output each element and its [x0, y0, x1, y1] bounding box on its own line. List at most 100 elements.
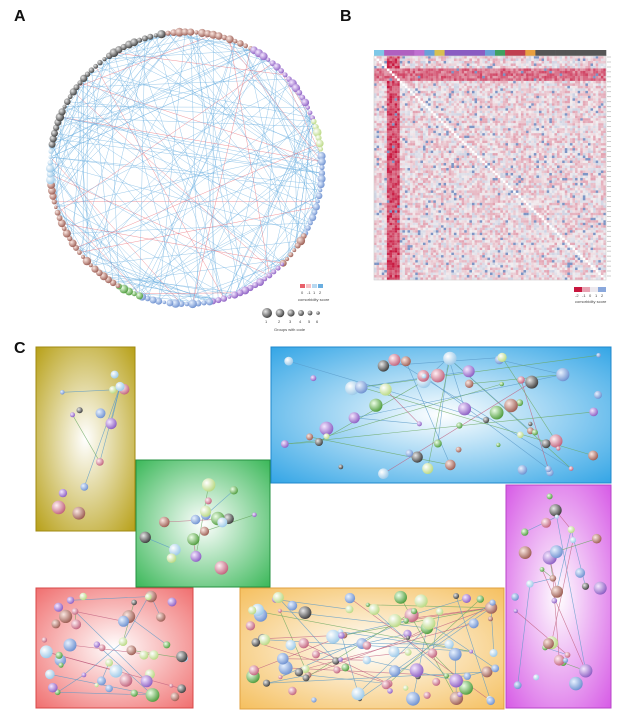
heatmap-cell	[389, 158, 393, 161]
heatmap-cell	[459, 133, 462, 136]
heatmap-cell	[518, 125, 522, 129]
heatmap-cell	[402, 133, 406, 136]
heatmap-cell	[541, 56, 545, 59]
heatmap-cell	[477, 73, 480, 77]
heatmap-cell	[590, 78, 594, 81]
negative-edge	[192, 79, 290, 304]
heatmap-cell	[435, 165, 439, 169]
heatmap-cell	[420, 155, 424, 159]
heatmap-cell	[410, 120, 413, 124]
heatmap-cell	[577, 93, 581, 96]
negative-edge	[55, 111, 63, 208]
heatmap-cell	[497, 65, 501, 69]
heatmap-cell	[569, 65, 573, 69]
heatmap-cell	[456, 83, 460, 86]
heatmap-cell	[520, 83, 524, 86]
ring-node	[56, 215, 63, 222]
heatmap-cell	[538, 75, 542, 79]
heatmap-cell	[510, 118, 514, 121]
heatmap-cell	[572, 177, 576, 181]
heatmap-cell	[402, 135, 406, 139]
heatmap-cell	[402, 75, 406, 79]
heatmap-cell	[546, 120, 550, 124]
heatmap-cell	[448, 115, 452, 119]
heatmap-cell	[510, 145, 514, 149]
heatmap-cell	[446, 108, 449, 111]
heatmap-cell	[484, 100, 488, 104]
ring-node	[259, 52, 268, 61]
heatmap-cell	[572, 155, 576, 159]
negative-edge	[87, 73, 313, 119]
heatmap-cell	[564, 73, 568, 77]
heatmap-cell	[471, 98, 475, 101]
heatmap-cell	[430, 155, 434, 159]
heatmap-cell	[392, 123, 395, 126]
heatmap-cell	[559, 98, 563, 101]
heatmap-cell	[464, 125, 467, 129]
heatmap-cell	[374, 115, 377, 119]
heatmap-cell	[598, 143, 601, 146]
heatmap-cell	[580, 160, 583, 164]
heatmap-cell	[585, 95, 589, 99]
heatmap-cell	[433, 145, 436, 149]
heatmap-cell	[497, 140, 501, 144]
heatmap-cell	[484, 65, 488, 69]
heatmap-cell	[482, 110, 485, 114]
heatmap-cell	[541, 118, 545, 121]
heatmap-cell	[497, 125, 501, 129]
heatmap-cell	[523, 150, 527, 154]
heatmap-cell	[505, 113, 509, 116]
heatmap-cell	[528, 56, 532, 59]
heatmap-cell	[448, 70, 452, 74]
heatmap-cell	[438, 83, 442, 86]
heatmap-cell	[538, 110, 542, 114]
heatmap-cell	[451, 153, 455, 156]
heatmap-cell	[397, 68, 400, 72]
heatmap-cell	[528, 95, 532, 99]
heatmap-cell	[587, 70, 591, 74]
heatmap-cell	[500, 168, 503, 171]
heatmap-cell	[523, 95, 527, 99]
negative-edge	[192, 41, 236, 304]
heatmap-cell	[428, 85, 431, 89]
heatmap-cell	[577, 155, 581, 159]
heatmap-cell	[559, 170, 563, 174]
heatmap-cell	[551, 63, 555, 67]
heatmap-cell	[508, 143, 511, 146]
heatmap-cell	[603, 155, 607, 159]
heatmap-cell	[443, 103, 447, 106]
heatmap-cell	[497, 160, 501, 164]
heatmap-cell	[397, 160, 400, 164]
heatmap-cell	[441, 128, 444, 131]
heatmap-cell	[407, 158, 411, 161]
heatmap-cell	[451, 98, 455, 101]
heatmap-cell	[410, 123, 413, 126]
heatmap-cell	[577, 160, 581, 164]
heatmap-cell	[451, 177, 455, 181]
heatmap-cell	[459, 172, 462, 176]
heatmap-cell	[562, 88, 565, 91]
heatmap-cell	[598, 73, 601, 77]
heatmap-cell	[585, 60, 589, 64]
heatmap-cell	[600, 165, 604, 169]
heatmap-cell	[417, 93, 421, 96]
heatmap-cell	[446, 90, 449, 94]
heatmap-cell	[381, 115, 385, 119]
heatmap-cell	[441, 68, 444, 72]
heatmap-cell	[505, 123, 509, 126]
heatmap-cell	[575, 158, 578, 161]
heatmap-cell	[595, 125, 599, 129]
heatmap-cell	[533, 118, 537, 121]
heatmap-cell	[518, 56, 522, 59]
negative-edge	[184, 31, 314, 122]
heatmap-cell	[482, 103, 485, 106]
heatmap-cell	[466, 130, 470, 134]
heatmap-cell	[526, 68, 529, 72]
heatmap-cell	[582, 170, 586, 174]
heatmap-cell	[381, 172, 385, 176]
heatmap-cell	[536, 80, 540, 84]
heatmap-cell	[544, 78, 547, 81]
ring-node	[184, 301, 190, 307]
heatmap-cell	[577, 103, 581, 106]
heatmap-cell	[567, 110, 571, 114]
